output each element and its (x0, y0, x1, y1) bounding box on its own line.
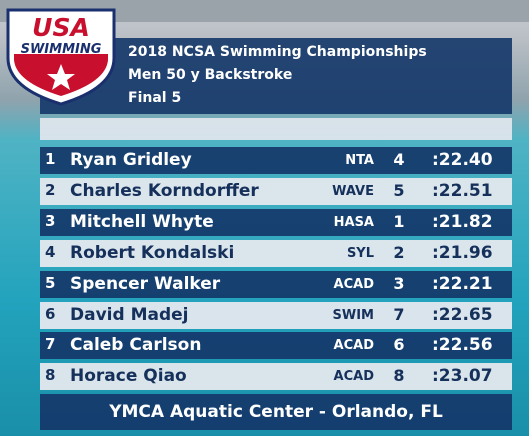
team: ACAD (333, 338, 374, 354)
result-row: 4 Robert Kondalski SYL 2 :21.96 (40, 239, 512, 267)
place: 3 (45, 211, 56, 230)
time: :21.96 (432, 242, 493, 263)
result-row: 1 Ryan Gridley NTA 4 :22.40 (40, 147, 512, 174)
team: SYL (346, 245, 374, 261)
name: David Madej (70, 304, 189, 325)
time: :23.07 (432, 366, 493, 387)
lane: 2 (393, 242, 405, 262)
team: SWIM (332, 307, 374, 323)
name: Mitchell Whyte (70, 211, 214, 232)
name: Horace Qiao (70, 366, 187, 387)
place: 6 (45, 304, 56, 323)
name: Caleb Carlson (70, 335, 202, 356)
result-row: 3 Mitchell Whyte HASA 1 :21.82 (40, 208, 512, 236)
time: :22.40 (432, 150, 493, 170)
lane: 3 (393, 273, 405, 293)
lane: 7 (393, 304, 405, 324)
team: HASA (333, 214, 374, 230)
place: 7 (45, 335, 56, 354)
blank-bar (40, 118, 512, 140)
event: Men 50 y Backstroke (128, 67, 293, 83)
team: ACAD (333, 369, 374, 385)
lane: 4 (393, 150, 405, 169)
name: Charles Korndorffer (70, 180, 259, 201)
logo-text: SWIMMING (21, 42, 102, 57)
result-row: 6 David Madej SWIM 7 :22.65 (40, 301, 512, 329)
lane: 1 (393, 211, 405, 231)
place: 1 (45, 150, 56, 168)
time: :22.65 (432, 304, 493, 325)
header-panel (40, 38, 512, 114)
time: :22.51 (432, 180, 493, 201)
name: Spencer Walker (70, 273, 221, 294)
heat: Final 5 (128, 90, 182, 106)
result-row: 8 Horace Qiao ACAD 8 :23.07 (40, 363, 512, 391)
ceiling (0, 0, 529, 22)
place: 4 (45, 242, 56, 261)
team: ACAD (333, 276, 374, 292)
result-row: 5 Spencer Walker ACAD 3 :22.21 (40, 270, 512, 298)
lane: 5 (393, 180, 405, 200)
team: NTA (345, 153, 374, 168)
logo: USA SWIMMING (6, 8, 116, 106)
time: :22.56 (432, 335, 493, 356)
lane: 8 (393, 366, 405, 386)
lane: 6 (393, 335, 405, 355)
title: 2018 NCSA Swimming Championships (128, 44, 427, 60)
name: Robert Kondalski (70, 242, 235, 263)
logo-text: USA (32, 13, 90, 42)
time: :22.21 (432, 273, 493, 294)
result-row: 2 Charles Korndorffer WAVE 5 :22.51 (40, 177, 512, 205)
result-row: 7 Caleb Carlson ACAD 6 :22.56 (40, 332, 512, 360)
place: 8 (45, 366, 56, 385)
name: Ryan Gridley (70, 150, 192, 170)
time: :21.82 (432, 211, 493, 232)
place: 2 (45, 180, 56, 199)
team: WAVE (332, 183, 374, 199)
place: 5 (45, 273, 56, 292)
venue: YMCA Aquatic Center - Orlando, FL (40, 394, 512, 430)
